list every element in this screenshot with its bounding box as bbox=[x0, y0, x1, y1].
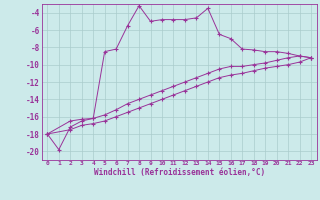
X-axis label: Windchill (Refroidissement éolien,°C): Windchill (Refroidissement éolien,°C) bbox=[94, 168, 265, 177]
